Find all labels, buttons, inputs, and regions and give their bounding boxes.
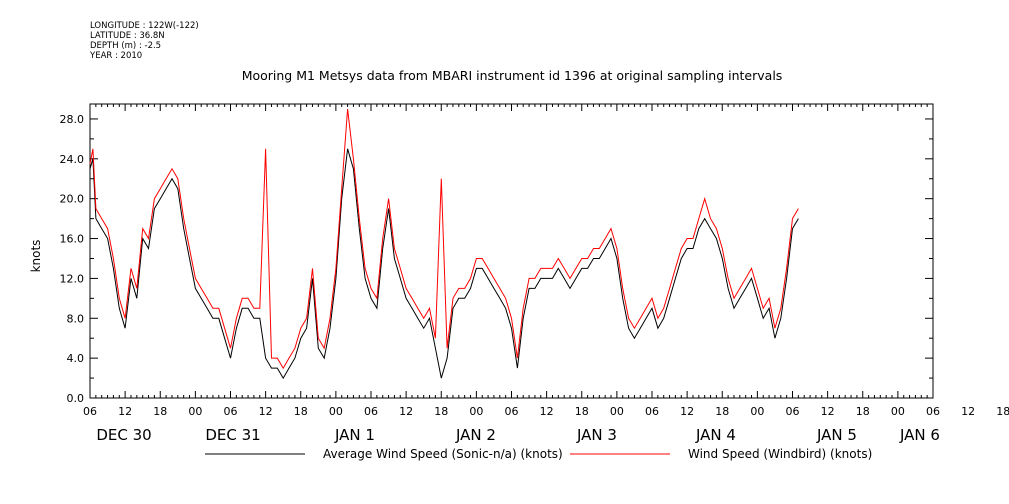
x-tick-label: 00	[329, 405, 343, 418]
y-tick-label: 8.0	[67, 312, 85, 325]
x-tick-label: 18	[715, 405, 729, 418]
depth-text: DEPTH (m) : -2.5	[90, 41, 162, 51]
series-layer	[89, 108, 799, 380]
x-tick-label: 06	[83, 405, 97, 418]
x-tick-label: 18	[434, 405, 448, 418]
x-tick-label: 18	[294, 405, 308, 418]
x-tick-label: 06	[224, 405, 238, 418]
x-tick-label: 18	[575, 405, 589, 418]
x-tick-label: 06	[505, 405, 519, 418]
y-tick-label: 12.0	[60, 272, 85, 285]
x-tick-label: 00	[750, 405, 764, 418]
plot-frame	[89, 103, 934, 399]
legend-label-windbird: Wind Speed (Windbird) (knots)	[688, 447, 872, 461]
x-tick-label: 00	[610, 405, 624, 418]
x-tick-label: 06	[926, 405, 940, 418]
x-tick-label: 12	[680, 405, 694, 418]
y-axis-label: knots	[29, 240, 43, 273]
x-tick-label: 06	[364, 405, 378, 418]
x-day-label: JAN 5	[816, 426, 857, 444]
x-tick-label: 18	[996, 405, 1009, 418]
x-tick-label: 18	[153, 405, 167, 418]
latitude-text: LATITUDE : 36.8N	[90, 31, 165, 41]
x-day-label: DEC 31	[205, 426, 260, 444]
y-tick-label: 28.0	[60, 113, 85, 126]
series-line-windbird	[89, 108, 799, 370]
x-day-label: JAN 6	[899, 426, 940, 444]
x-day-label: JAN 3	[576, 426, 617, 444]
chart-title: Mooring M1 Metsys data from MBARI instru…	[242, 68, 783, 83]
x-tick-label: 00	[188, 405, 202, 418]
x-tick-label: 06	[645, 405, 659, 418]
y-tick-label: 24.0	[60, 153, 85, 166]
x-tick-label: 12	[118, 405, 132, 418]
y-tick-label: 0.0	[67, 392, 85, 405]
x-day-label: JAN 2	[455, 426, 496, 444]
x-tick-label: 12	[821, 405, 835, 418]
x-day-label: JAN 4	[695, 426, 736, 444]
x-tick-label: 06	[786, 405, 800, 418]
series-line-sonic	[89, 148, 799, 380]
x-tick-label: 18	[856, 405, 870, 418]
x-tick-label: 00	[469, 405, 483, 418]
axis-ticks: 0.0 4.0 8.0 12.0 16.0 20.0 24.0 28.0 06 12 18 00 06 1…	[60, 104, 1009, 444]
longitude-text: LONGITUDE : 122W(-122)	[90, 21, 199, 31]
x-tick-label: 00	[891, 405, 905, 418]
legend-label-sonic: Average Wind Speed (Sonic-n/a) (knots)	[323, 447, 563, 461]
y-tick-label: 20.0	[60, 193, 85, 206]
x-tick-label: 12	[399, 405, 413, 418]
legend: Average Wind Speed (Sonic-n/a) (knots) W…	[205, 447, 872, 461]
x-tick-label: 12	[540, 405, 554, 418]
x-day-label: JAN 1	[334, 426, 375, 444]
x-tick-label: 12	[961, 405, 975, 418]
year-text: YEAR : 2010	[90, 51, 143, 61]
metadata-block: LONGITUDE : 122W(-122) LATITUDE : 36.8N …	[90, 21, 199, 61]
y-tick-label: 16.0	[60, 233, 85, 246]
x-tick-label: 12	[259, 405, 273, 418]
y-tick-label: 4.0	[67, 352, 85, 365]
x-day-label: DEC 30	[96, 426, 151, 444]
